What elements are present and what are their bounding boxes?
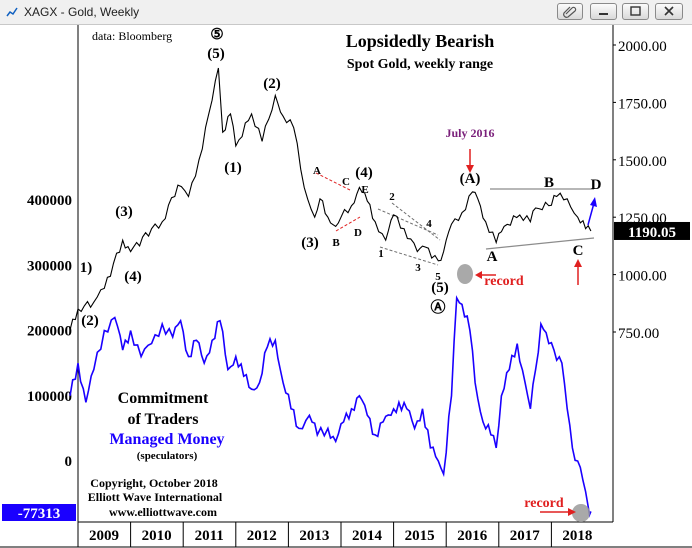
wave-label: D <box>591 177 602 193</box>
wave-label: A <box>487 249 498 265</box>
wave-label: (3) <box>115 204 133 220</box>
year-tick-label: 2012 <box>247 528 277 544</box>
elliott-wave-labels: ⑤ (5) (1) (2) (3) (3) (4) (4) (5) Ⓐ (A) A B C D A B C D E 1 2… <box>80 27 602 329</box>
wave-label: (1) <box>224 160 242 176</box>
close-icon <box>664 6 674 16</box>
current-cot-box <box>2 504 76 521</box>
current-price-box <box>614 221 690 240</box>
cot-label-line1: Commitment <box>118 390 209 407</box>
window-titlebar[interactable]: XAGX - Gold, Weekly <box>0 0 692 25</box>
gold-price-line <box>69 67 592 330</box>
cot-label-line2: of Traders <box>128 411 199 428</box>
price-tick-label: 2000.00 <box>618 39 667 55</box>
source-note: data: Bloomberg <box>92 29 172 43</box>
price-tick-label: 1500.00 <box>618 154 667 170</box>
wave-label: B <box>544 175 554 191</box>
cot-label-line3: Managed Money <box>109 431 224 448</box>
july-2016-label: July 2016 <box>445 126 494 140</box>
wave-label: C <box>573 243 584 259</box>
wave-label: (5) <box>207 46 225 62</box>
trend-lines <box>315 172 595 266</box>
minimize-icon <box>599 13 608 15</box>
window-title: XAGX - Gold, Weekly <box>24 5 140 19</box>
wave-label: (2) <box>263 76 281 92</box>
maximize-button[interactable] <box>622 3 649 20</box>
chart-subtitle: Spot Gold, weekly range <box>347 57 493 72</box>
wave-label: 4 <box>426 218 432 230</box>
company-text: Elliott Wave International <box>88 490 223 504</box>
wave-label: B <box>332 237 340 249</box>
cot-managed-money-line <box>69 295 592 518</box>
year-tick-label: 2011 <box>195 528 224 544</box>
wave-label: 1 <box>378 248 384 260</box>
cot-tick-label: 300000 <box>27 258 72 274</box>
record-marker-2016 <box>457 264 473 284</box>
year-tick-label: 2015 <box>405 528 435 544</box>
year-tick-label: 2018 <box>562 528 592 544</box>
wave-label: (A) <box>460 171 481 187</box>
wave-label: (2) <box>81 313 99 329</box>
wave-label: 5 <box>435 271 441 283</box>
chart-area: 2000.001750.001500.001250.001000.00750.0… <box>0 25 692 548</box>
current-price-label: 1190.05 <box>628 225 676 241</box>
cot-label-line4: (speculators) <box>137 450 198 462</box>
copyright-text: Copyright, October 2018 <box>90 476 217 490</box>
year-tick-label: 2010 <box>142 528 172 544</box>
url-text: www.elliottwave.com <box>109 505 217 519</box>
record-label-2018: record <box>524 496 564 511</box>
paperclip-icon <box>563 6 577 18</box>
year-tick-label: 2014 <box>352 528 383 544</box>
year-tick-label: 2013 <box>299 528 329 544</box>
chart-icon <box>6 7 18 17</box>
wave-label: 3 <box>415 262 421 274</box>
cot-tick-label: 200000 <box>27 324 72 340</box>
record-markers <box>457 264 590 522</box>
wave-label: D <box>354 227 362 239</box>
chart-frame <box>0 25 692 548</box>
wave-label: ⑤ <box>210 27 223 43</box>
price-axis: 2000.001750.001500.001250.001000.00750.0… <box>613 39 690 342</box>
cot-tick-label: 100000 <box>27 389 72 405</box>
cot-tick-label: 400000 <box>27 193 72 209</box>
current-cot-label: -77313 <box>18 506 61 522</box>
wave-label: (4) <box>124 269 142 285</box>
maximize-icon <box>630 6 641 16</box>
minimize-button[interactable] <box>590 3 617 20</box>
wave-label: 2 <box>389 191 395 203</box>
wave-label: Ⓐ <box>430 298 445 316</box>
close-button[interactable] <box>655 3 683 20</box>
record-label-2016: record <box>484 274 524 289</box>
annotation-arrows <box>466 149 597 516</box>
paperclip-button[interactable] <box>557 3 583 20</box>
cot-axis: 400000 300000 200000 100000 0 -77313 <box>2 193 76 522</box>
cot-tick-label: 0 <box>65 454 73 470</box>
chart-title: Lopsidedly Bearish <box>346 31 495 51</box>
price-tick-label: 750.00 <box>618 326 659 342</box>
year-tick-label: 2016 <box>457 528 488 544</box>
year-tick-label: 2009 <box>89 528 119 544</box>
wave-label: C <box>342 176 350 188</box>
year-tick-label: 2017 <box>510 528 541 544</box>
wave-label: (4) <box>355 165 373 181</box>
wave-label: (3) <box>301 235 319 251</box>
wave-label: E <box>361 184 368 196</box>
year-axis: 2009 2010 2011 2012 2013 2014 2015 2016 2017 2018 <box>77 522 592 547</box>
wave-label: A <box>313 165 321 177</box>
wave-label: 1) <box>80 260 93 276</box>
wave-label: (5) <box>431 280 449 296</box>
price-tick-label: 1000.00 <box>618 269 667 285</box>
price-tick-label: 1750.00 <box>618 96 667 112</box>
record-marker-2018 <box>572 504 590 522</box>
